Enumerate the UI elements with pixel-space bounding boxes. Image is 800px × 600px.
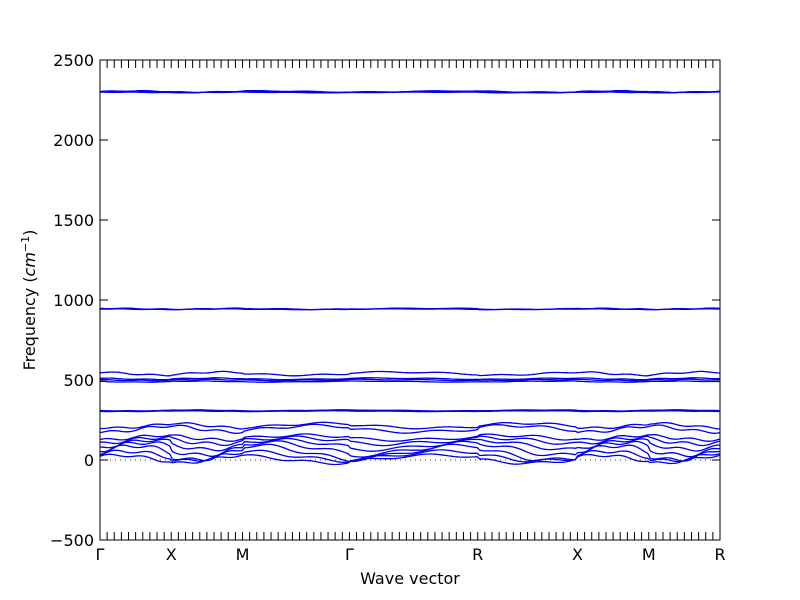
y-axis-label: Frequency (cm−1) (19, 230, 40, 371)
y-tick-label: 500 (63, 371, 94, 390)
x-tick-label: R (472, 545, 483, 564)
band-line (99, 423, 721, 434)
band-line (100, 421, 721, 430)
x-axis-label: Wave vector (360, 569, 460, 588)
y-tick-label: 2500 (53, 51, 94, 70)
y-tick-label: 1500 (53, 211, 94, 230)
band-line (99, 377, 721, 381)
band-line (99, 453, 721, 466)
bands-layer (99, 89, 721, 466)
x-tick-label: M (642, 545, 656, 564)
band-line (99, 437, 720, 452)
y-tick-label: 0 (84, 451, 94, 470)
x-tick-label: Γ (96, 545, 105, 564)
band-line (100, 380, 721, 383)
band-line (99, 409, 721, 412)
x-tick-label: X (572, 545, 583, 564)
band-line (100, 91, 720, 94)
band-line (100, 378, 721, 382)
x-tick-label: M (236, 545, 250, 564)
band-line (100, 410, 721, 413)
y-tick-label: −500 (50, 531, 94, 550)
x-tick-label: R (714, 545, 725, 564)
band-line (99, 433, 721, 442)
x-tick-label: Γ (345, 545, 354, 564)
y-tick-label: 1000 (53, 291, 94, 310)
band-line (99, 370, 721, 377)
x-tick-label: X (166, 545, 177, 564)
band-line (99, 440, 721, 458)
y-tick-label: 2000 (53, 131, 94, 150)
band-line (100, 308, 721, 311)
band-line (99, 435, 721, 447)
